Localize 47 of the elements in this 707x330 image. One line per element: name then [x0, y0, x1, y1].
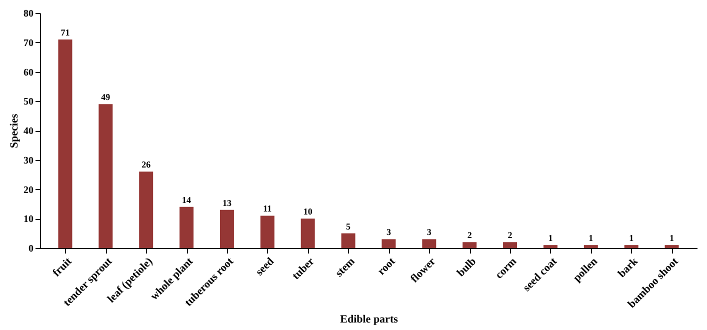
x-tick-label: root [376, 255, 398, 278]
data-label: 3 [386, 227, 392, 238]
y-tick-label: 20 [24, 184, 34, 196]
bar [543, 245, 558, 248]
y-tick-label: 50 [24, 96, 34, 108]
data-label: 14 [182, 194, 192, 205]
y-tick-label: 80 [24, 8, 34, 20]
data-label: 1 [629, 233, 634, 244]
bar [260, 216, 274, 248]
bar [58, 39, 72, 248]
bar [98, 104, 113, 248]
bar [664, 245, 679, 248]
y-tick-label: 10 [24, 214, 34, 226]
bar [462, 242, 477, 248]
data-label: 13 [222, 198, 232, 208]
data-label: 49 [101, 92, 111, 102]
bar [382, 239, 396, 248]
data-label: 5 [346, 221, 352, 232]
bar [341, 233, 356, 248]
y-tick-label: 70 [24, 38, 34, 49]
data-label: 1 [588, 233, 594, 244]
y-tick-label: 0 [28, 244, 34, 254]
bar [624, 245, 638, 248]
data-label: 11 [263, 204, 272, 214]
x-tick-label: stem [333, 256, 358, 280]
x-tick-label: bulb [454, 256, 479, 280]
data-label: 1 [548, 233, 554, 244]
data-label: 1 [670, 233, 675, 244]
bar [139, 172, 154, 248]
data-label: 2 [508, 230, 513, 240]
data-label: 71 [60, 27, 70, 38]
y-tick-label: 60 [24, 67, 34, 78]
y-tick-label: 30 [24, 155, 34, 166]
bar [503, 242, 518, 248]
data-label: 10 [303, 206, 313, 217]
x-tick-label: fruit [50, 255, 74, 280]
bar [422, 239, 436, 248]
data-label: 26 [142, 160, 152, 170]
bar [220, 210, 234, 248]
y-tick-label: 40 [24, 126, 34, 137]
bar [300, 218, 315, 248]
data-label: 3 [426, 227, 432, 238]
bar [180, 206, 194, 248]
x-axis-title: Edible parts [340, 314, 399, 326]
y-axis-title: Species [8, 113, 20, 148]
bar [584, 245, 598, 248]
data-label: 2 [467, 230, 472, 240]
